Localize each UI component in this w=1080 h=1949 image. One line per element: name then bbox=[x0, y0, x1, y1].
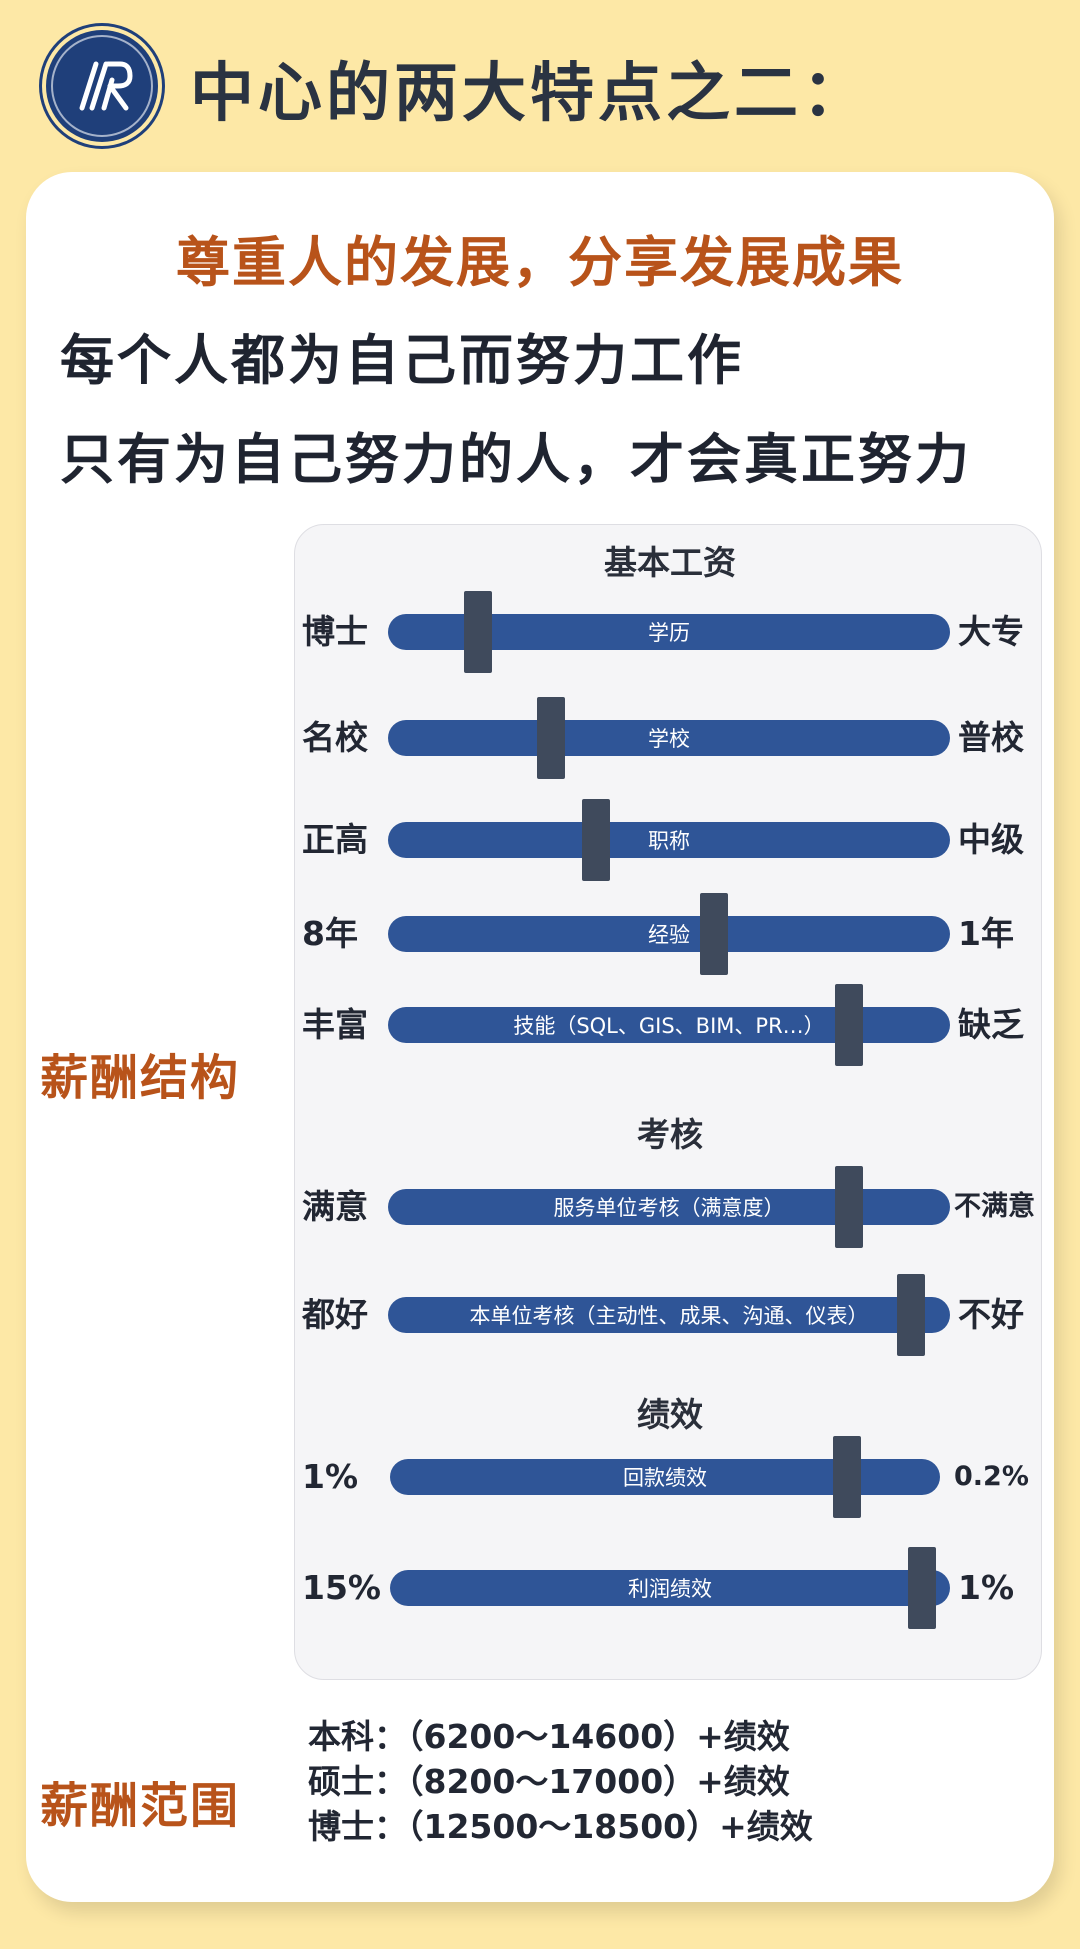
row-right-label: 不好 bbox=[958, 1295, 1024, 1334]
salary-structure-panel bbox=[294, 524, 1042, 1680]
salary-range-label: 薪酬范围 bbox=[40, 1778, 241, 1834]
slider-handle[interactable] bbox=[908, 1547, 936, 1629]
slider-handle[interactable] bbox=[834, 1166, 863, 1248]
slider-handle[interactable] bbox=[834, 984, 863, 1066]
row-right-label: 0.2% bbox=[954, 1461, 1029, 1492]
row-right-label: 中级 bbox=[958, 820, 1024, 859]
slider-handle[interactable] bbox=[536, 697, 565, 779]
row-left-label: 15% bbox=[302, 1568, 381, 1607]
intro-line-1: 每个人都为自己而努力工作 bbox=[60, 329, 744, 392]
row-left-label: 满意 bbox=[302, 1187, 368, 1226]
scale-bar: 经验 bbox=[388, 916, 950, 952]
row-left-label: 正高 bbox=[302, 820, 368, 859]
row-right-label: 不满意 bbox=[954, 1191, 1035, 1222]
center-logo-icon bbox=[46, 30, 158, 142]
salary-range-line: 硕士：（8200～17000）+绩效 bbox=[308, 1762, 790, 1801]
row-right-label: 1年 bbox=[958, 914, 1014, 953]
row-right-label: 缺乏 bbox=[958, 1005, 1024, 1044]
row-left-label: 名校 bbox=[302, 718, 368, 757]
scale-bar: 学校 bbox=[388, 720, 950, 756]
salary-range-line: 本科：（6200～14600）+绩效 bbox=[308, 1717, 790, 1756]
slider-handle[interactable] bbox=[581, 799, 610, 881]
scale-bar: 技能（SQL、GIS、BIM、PR…） bbox=[388, 1007, 950, 1043]
row-left-label: 8年 bbox=[302, 914, 358, 953]
row-left-label: 博士 bbox=[302, 612, 368, 651]
slider-handle[interactable] bbox=[832, 1436, 861, 1518]
row-right-label: 大专 bbox=[958, 612, 1024, 651]
row-right-label: 1% bbox=[958, 1568, 1015, 1607]
section-title: 考核 bbox=[637, 1115, 703, 1154]
slider-handle[interactable] bbox=[699, 893, 728, 975]
row-left-label: 都好 bbox=[302, 1295, 368, 1334]
row-left-label: 1% bbox=[302, 1457, 359, 1496]
slider-handle[interactable] bbox=[463, 591, 492, 673]
salary-range-line: 博士：（12500～18500）+绩效 bbox=[308, 1807, 813, 1846]
scale-bar: 本单位考核（主动性、成果、沟通、仪表） bbox=[388, 1297, 950, 1333]
section-title: 绩效 bbox=[637, 1395, 703, 1434]
scale-bar: 服务单位考核（满意度） bbox=[388, 1189, 950, 1225]
salary-structure-label: 薪酬结构 bbox=[40, 1050, 241, 1106]
scale-bar: 职称 bbox=[388, 822, 950, 858]
scale-bar: 利润绩效 bbox=[390, 1570, 950, 1606]
page-title: 中心的两大特点之二： bbox=[190, 56, 870, 131]
row-left-label: 丰富 bbox=[302, 1005, 368, 1044]
subtitle: 尊重人的发展，分享发展成果 bbox=[176, 231, 904, 294]
row-right-label: 普校 bbox=[958, 718, 1024, 757]
intro-line-2: 只有为自己努力的人，才会真正努力 bbox=[60, 428, 972, 491]
section-title: 基本工资 bbox=[604, 543, 736, 582]
slider-handle[interactable] bbox=[896, 1274, 925, 1356]
